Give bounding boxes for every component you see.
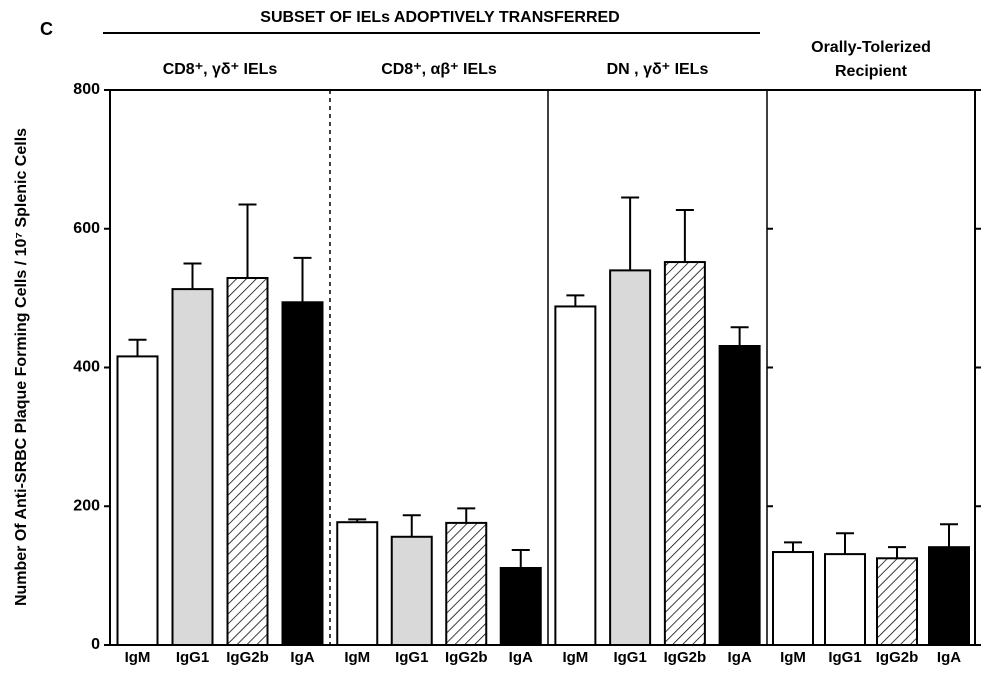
x-tick-label: IgG2b bbox=[664, 649, 707, 666]
x-tick-label: IgA bbox=[290, 649, 314, 666]
bar bbox=[226, 277, 269, 646]
bar bbox=[171, 288, 214, 646]
bar bbox=[499, 566, 542, 647]
y-tick-label: 200 bbox=[73, 497, 100, 514]
bar bbox=[390, 535, 433, 647]
y-tick-label: 0 bbox=[91, 636, 100, 653]
bar bbox=[336, 521, 379, 646]
bar bbox=[928, 546, 970, 647]
bar bbox=[824, 553, 866, 647]
x-tick-label: IgM bbox=[125, 649, 151, 666]
x-tick-label: IgM bbox=[780, 649, 806, 666]
group-label: Recipient bbox=[835, 63, 908, 80]
bar bbox=[281, 301, 324, 646]
x-tick-label: IgG1 bbox=[176, 649, 209, 666]
bar bbox=[663, 261, 706, 646]
group-label: DN , γδ⁺ IELs bbox=[607, 61, 709, 78]
x-tick-label: IgG1 bbox=[395, 649, 428, 666]
x-tick-label: IgA bbox=[937, 649, 961, 666]
x-tick-label: IgG2b bbox=[445, 649, 488, 666]
x-tick-label: IgM bbox=[562, 649, 588, 666]
x-tick-label: IgA bbox=[509, 649, 533, 666]
bar bbox=[445, 521, 488, 647]
group-label: Orally-Tolerized bbox=[811, 39, 931, 56]
bar bbox=[116, 355, 159, 646]
y-tick-label: 600 bbox=[73, 220, 100, 237]
x-tick-label: IgG2b bbox=[876, 649, 919, 666]
x-tick-label: IgG1 bbox=[613, 649, 646, 666]
group-label: CD8⁺, γδ⁺ IELs bbox=[163, 61, 278, 78]
panel-label: C bbox=[40, 19, 53, 39]
x-tick-label: IgG2b bbox=[226, 649, 269, 666]
x-tick-label: IgG1 bbox=[828, 649, 861, 666]
y-axis-label: Number Of Anti-SRBC Plaque Forming Cells… bbox=[13, 128, 30, 606]
bar bbox=[554, 305, 597, 646]
bar bbox=[609, 269, 652, 646]
bar bbox=[772, 551, 814, 646]
bar bbox=[718, 344, 761, 646]
x-tick-label: IgM bbox=[344, 649, 370, 666]
y-tick-label: 400 bbox=[73, 359, 100, 376]
y-tick-label: 800 bbox=[73, 81, 100, 98]
bar bbox=[876, 557, 918, 646]
chart-title: SUBSET OF IELs ADOPTIVELY TRANSFERRED bbox=[260, 9, 619, 26]
x-tick-label: IgA bbox=[728, 649, 752, 666]
group-label: CD8⁺, αβ⁺ IELs bbox=[381, 61, 497, 78]
